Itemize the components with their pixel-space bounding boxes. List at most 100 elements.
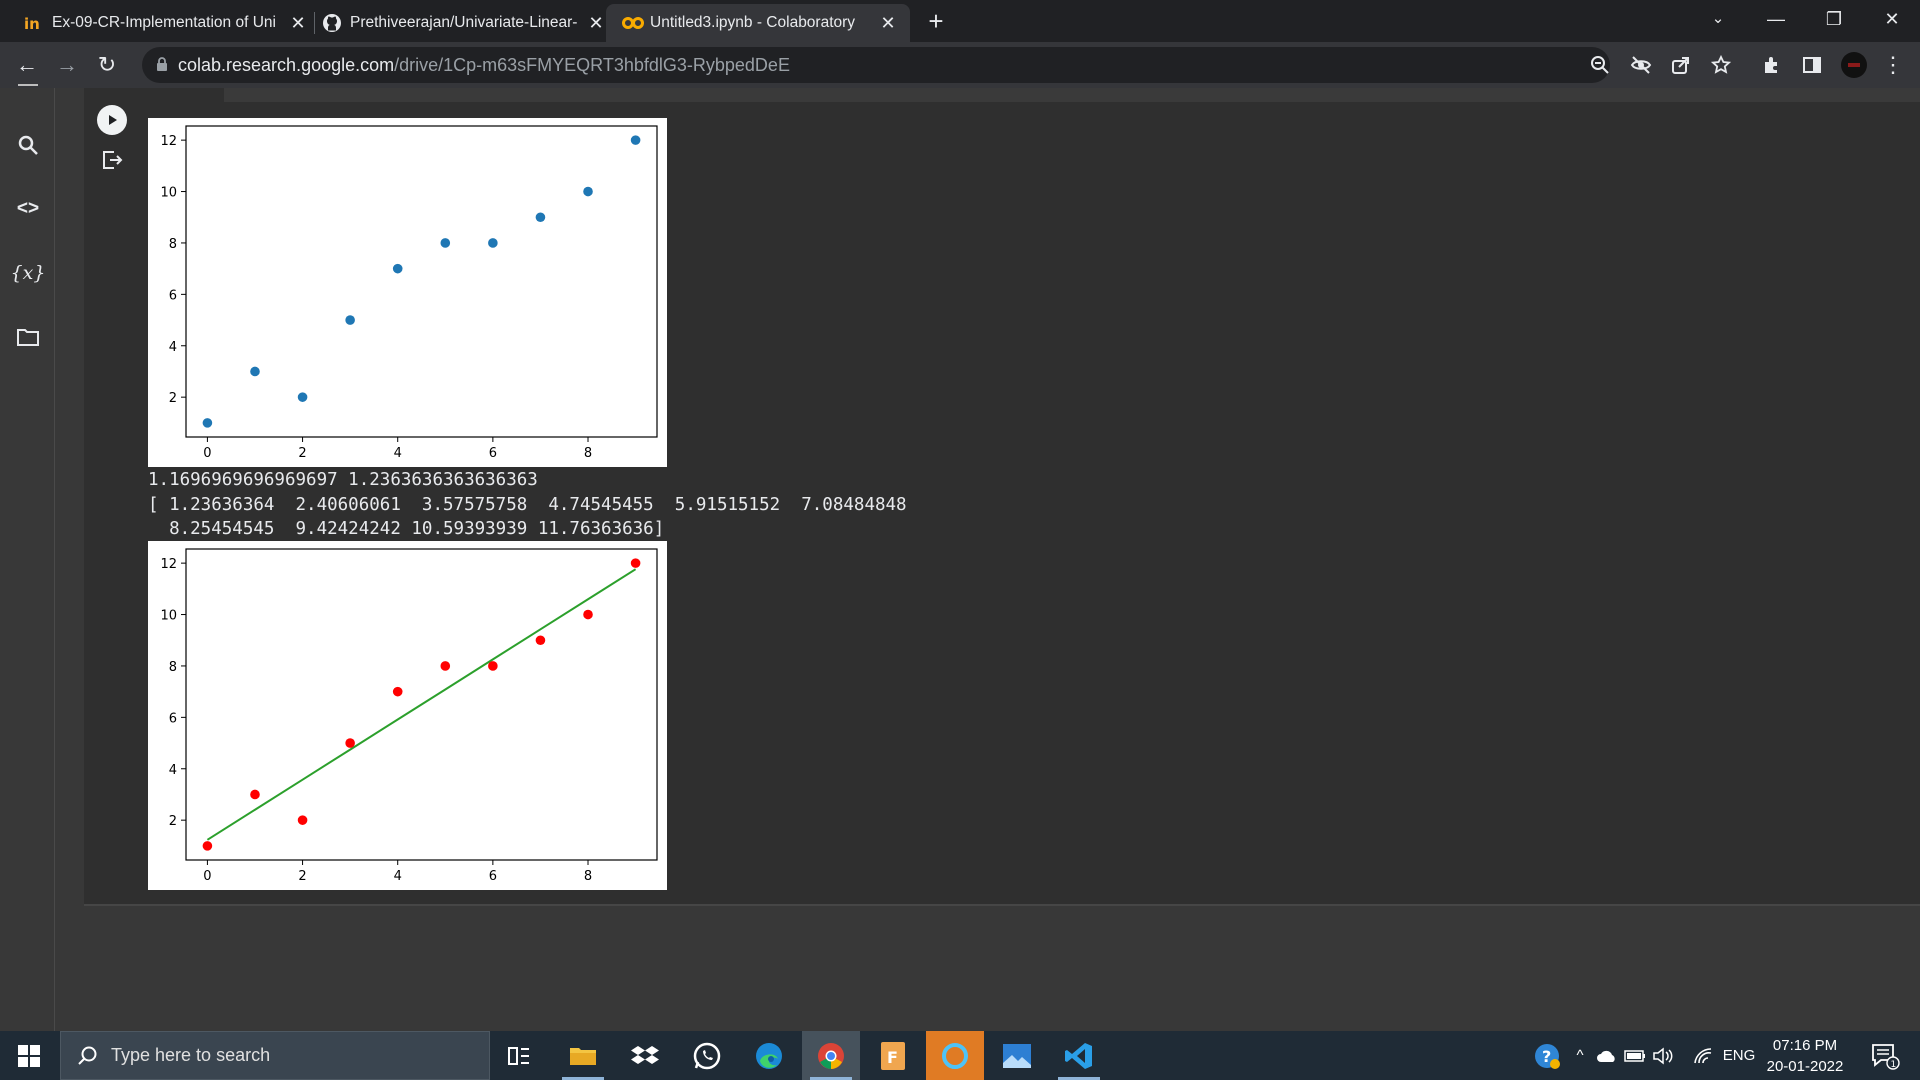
tab-strip: in Ex-09-CR-Implementation of Uni ✕ Pret…	[0, 0, 1920, 42]
close-window-button[interactable]: ✕	[1884, 9, 1900, 29]
file-explorer-icon[interactable]	[554, 1031, 612, 1080]
data-point	[440, 661, 451, 671]
address-bar[interactable]: colab.research.google.com/drive/1Cp-m63s…	[142, 47, 1731, 83]
regression-plot-2-svg: 0 2 4 6 8 2 4 6 8 10 12	[160, 548, 658, 884]
back-button[interactable]: ←	[16, 52, 38, 77]
data-point	[630, 558, 641, 568]
share-icon[interactable]	[1669, 53, 1693, 77]
tab-linkedin[interactable]: in Ex-09-CR-Implementation of Uni ✕	[8, 4, 308, 42]
url-path: /drive/1Cp-m63sFMYEQRT3hbfdlG3-RybpedDeE	[394, 55, 790, 75]
x-tick-label: 6	[489, 446, 497, 461]
show-hidden-icons-chevron[interactable]: ^	[1576, 1047, 1584, 1064]
y-tick-label: 12	[160, 134, 177, 149]
data-point	[250, 366, 260, 377]
x-tick-label: 2	[298, 869, 306, 884]
search-icon[interactable]	[14, 131, 42, 159]
y-tick-label: 4	[169, 763, 177, 778]
start-button[interactable]	[0, 1031, 58, 1080]
bookmark-star-icon[interactable]	[1709, 53, 1733, 77]
close-tab-icon[interactable]: ✕	[880, 12, 896, 33]
close-tab-icon[interactable]: ✕	[290, 12, 306, 33]
data-point	[535, 212, 546, 223]
tab-colab[interactable]: Untitled3.ipynb - Colaboratory ✕	[606, 4, 910, 42]
variables-icon[interactable]: {x}	[10, 262, 46, 284]
data-point	[250, 789, 260, 800]
cortana-icon[interactable]	[926, 1031, 984, 1080]
whatsapp-icon[interactable]	[678, 1031, 736, 1080]
left-sidebar: <> {x}	[0, 84, 55, 1031]
x-tick-label: 6	[489, 869, 497, 884]
linkedin-like-icon: in	[24, 15, 46, 31]
restore-button[interactable]: ❐	[1825, 9, 1843, 29]
data-point	[202, 841, 213, 851]
foxit-icon[interactable]: F	[864, 1031, 922, 1080]
output-actions-icon[interactable]	[100, 148, 124, 172]
data-point	[345, 738, 355, 748]
data-point	[297, 815, 308, 825]
zoom-icon[interactable]	[1588, 53, 1612, 77]
clock-time: 07:16 PM	[1772, 1037, 1838, 1054]
folder-icon[interactable]	[14, 323, 42, 351]
y-tick-label: 2	[169, 814, 177, 829]
clock-date: 20-01-2022	[1766, 1058, 1844, 1075]
input-language[interactable]: ENG	[1722, 1047, 1756, 1064]
new-tab-button[interactable]: +	[928, 6, 944, 36]
notification-center-icon[interactable]: 1	[1860, 1031, 1910, 1080]
extensions-icon[interactable]	[1760, 53, 1784, 77]
y-tick-label: 8	[169, 237, 177, 252]
close-tab-icon[interactable]: ✕	[588, 12, 604, 33]
tracking-blocked-icon[interactable]	[1629, 53, 1653, 77]
data-point	[488, 238, 498, 248]
taskbar-search-box[interactable]: Type here to search	[60, 1031, 490, 1080]
y-tick-label: 8	[169, 660, 177, 675]
x-tick-label: 8	[584, 869, 592, 884]
tab-github[interactable]: Prethiveerajan/Univariate-Linear- ✕	[306, 4, 606, 42]
code-icon[interactable]: <>	[16, 198, 40, 219]
x-tick-label: 4	[394, 446, 402, 461]
colab-workspace: <> {x} 0 2 4 6 8 2 4 6 8 10 12 1.1696969696969697 …	[0, 84, 1920, 1031]
menu-kebab-icon[interactable]: ⋮	[1882, 52, 1904, 77]
data-point	[630, 135, 641, 145]
data-point	[345, 315, 355, 325]
task-view-icon[interactable]	[490, 1031, 548, 1080]
svg-text:?: ?	[1542, 1047, 1551, 1066]
scatter-plot-1-svg: 0 2 4 6 8 2 4 6 8 10 12	[160, 125, 658, 461]
data-point	[535, 635, 546, 646]
edge-icon[interactable]	[740, 1031, 798, 1080]
data-point	[392, 686, 403, 697]
x-tick-label: 0	[203, 446, 211, 461]
data-point	[488, 661, 498, 671]
system-clock[interactable]: 07:16 PM 20-01-2022	[1760, 1035, 1850, 1077]
url-host: colab.research.google.com	[178, 55, 395, 75]
y-tick-label: 10	[160, 609, 177, 624]
onedrive-icon[interactable]	[1594, 1031, 1620, 1080]
play-icon	[109, 115, 117, 125]
side-panel-icon[interactable]	[1800, 53, 1824, 77]
profile-avatar[interactable]	[1840, 51, 1868, 79]
battery-icon[interactable]	[1622, 1031, 1648, 1080]
minimize-button[interactable]: —	[1767, 9, 1785, 29]
x-tick-label: 0	[203, 869, 211, 884]
forward-button[interactable]: →	[56, 52, 78, 77]
search-placeholder: Type here to search	[111, 1045, 271, 1065]
tab-search-icon[interactable]: ⌄	[1711, 10, 1725, 27]
x-tick-label: 4	[394, 869, 402, 884]
svg-text:F: F	[887, 1048, 898, 1067]
toc-icon[interactable]	[18, 84, 38, 86]
tab-title: Ex-09-CR-Implementation of Uni	[52, 14, 276, 31]
chrome-icon[interactable]	[802, 1031, 860, 1080]
vscode-icon[interactable]	[1050, 1031, 1108, 1080]
y-tick-label: 2	[169, 391, 177, 406]
data-point	[392, 263, 403, 274]
dropbox-icon[interactable]	[616, 1031, 674, 1080]
volume-icon[interactable]	[1650, 1031, 1676, 1080]
windows-logo-icon	[18, 1044, 40, 1067]
running-indicator	[810, 1077, 852, 1080]
help-icon[interactable]: ?	[1530, 1031, 1564, 1080]
photos-icon[interactable]	[988, 1031, 1046, 1080]
data-point	[202, 418, 213, 428]
x-tick-label: 2	[298, 446, 306, 461]
run-cell-button[interactable]	[97, 105, 127, 135]
wifi-icon[interactable]	[1690, 1031, 1716, 1080]
reload-button[interactable]: ↻	[97, 52, 117, 77]
